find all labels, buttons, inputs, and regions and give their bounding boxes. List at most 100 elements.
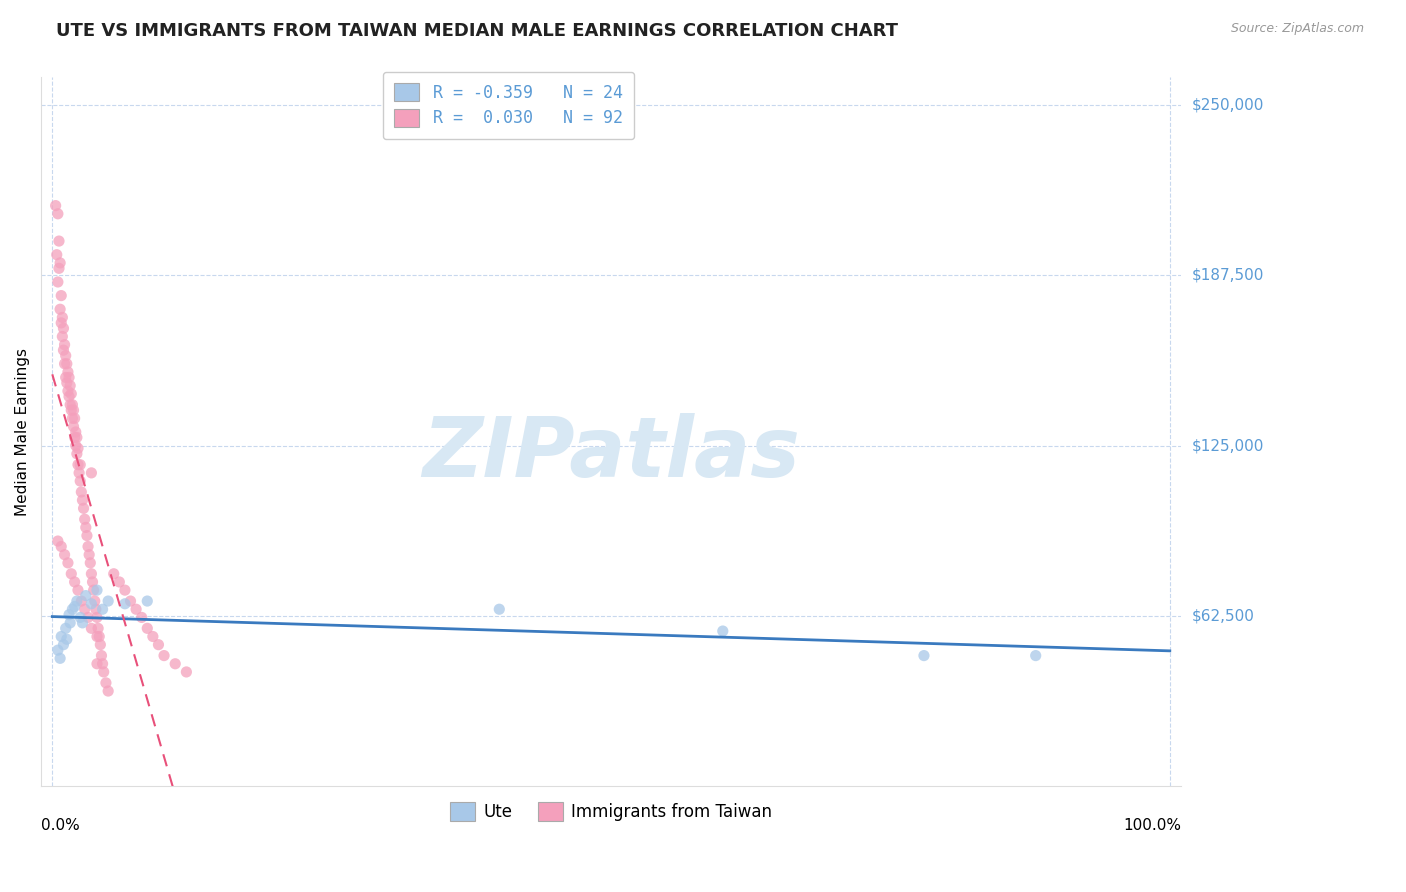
Point <box>1025 648 1047 663</box>
Point <box>70 594 93 608</box>
Point <box>62 419 84 434</box>
Point <box>66 583 89 598</box>
Point <box>51 310 73 325</box>
Point <box>66 430 89 444</box>
Point <box>69 610 91 624</box>
Point <box>89 630 111 644</box>
Point <box>51 316 73 330</box>
Point <box>51 288 73 302</box>
Point <box>49 256 72 270</box>
Point <box>488 602 510 616</box>
Point <box>103 566 125 581</box>
Point <box>80 621 103 635</box>
Text: $125,000: $125,000 <box>1192 438 1264 453</box>
Point <box>56 357 79 371</box>
Point <box>58 607 80 622</box>
Point <box>77 548 100 562</box>
Point <box>56 556 79 570</box>
Point <box>63 430 86 444</box>
Point <box>56 365 79 379</box>
Point <box>67 466 90 480</box>
Point <box>82 574 104 589</box>
Point <box>59 398 82 412</box>
Text: UTE VS IMMIGRANTS FROM TAIWAN MEDIAN MALE EARNINGS CORRELATION CHART: UTE VS IMMIGRANTS FROM TAIWAN MEDIAN MAL… <box>56 22 898 40</box>
Point <box>176 665 198 679</box>
Point <box>55 370 77 384</box>
Point <box>80 466 103 480</box>
Point <box>80 566 103 581</box>
Point <box>97 684 120 698</box>
Point <box>60 398 83 412</box>
Point <box>76 528 98 542</box>
Text: 100.0%: 100.0% <box>1123 818 1181 833</box>
Point <box>51 540 73 554</box>
Point <box>46 534 69 549</box>
Point <box>65 425 87 439</box>
Point <box>46 643 69 657</box>
Point <box>153 648 176 663</box>
Point <box>89 638 111 652</box>
Point <box>55 349 77 363</box>
Point <box>58 370 80 384</box>
Point <box>93 665 115 679</box>
Point <box>114 583 136 598</box>
Point <box>83 583 105 598</box>
Point <box>136 594 159 608</box>
Point <box>62 403 84 417</box>
Point <box>66 442 89 456</box>
Point <box>75 589 97 603</box>
Point <box>49 302 72 317</box>
Point <box>72 615 94 630</box>
Point <box>77 540 100 554</box>
Point <box>48 234 70 248</box>
Point <box>79 556 101 570</box>
Point <box>73 512 96 526</box>
Text: 0.0%: 0.0% <box>41 818 80 833</box>
Legend: Ute, Immigrants from Taiwan: Ute, Immigrants from Taiwan <box>443 796 779 828</box>
Point <box>86 610 108 624</box>
Point <box>91 602 114 616</box>
Point <box>711 624 734 638</box>
Point <box>48 261 70 276</box>
Point <box>83 594 105 608</box>
Point <box>60 403 83 417</box>
Point <box>84 602 107 616</box>
Point <box>56 384 79 398</box>
Point <box>59 615 82 630</box>
Point <box>97 594 120 608</box>
Point <box>53 337 76 351</box>
Point <box>49 651 72 665</box>
Point <box>70 485 93 500</box>
Point <box>51 630 73 644</box>
Point <box>136 621 159 635</box>
Text: ZIPatlas: ZIPatlas <box>422 413 800 494</box>
Point <box>53 548 76 562</box>
Point <box>69 474 91 488</box>
Y-axis label: Median Male Earnings: Median Male Earnings <box>15 348 30 516</box>
Point <box>87 621 110 635</box>
Point <box>90 648 112 663</box>
Point <box>108 574 131 589</box>
Point <box>72 501 94 516</box>
Point <box>912 648 935 663</box>
Point <box>52 638 75 652</box>
Point <box>80 597 103 611</box>
Point <box>131 610 153 624</box>
Point <box>59 378 82 392</box>
Point <box>73 602 96 616</box>
Point <box>51 329 73 343</box>
Point <box>56 632 79 647</box>
Point <box>94 676 117 690</box>
Point <box>120 594 142 608</box>
Point <box>53 357 76 371</box>
Point <box>46 207 69 221</box>
Point <box>63 599 86 614</box>
Point <box>58 390 80 404</box>
Point <box>69 458 91 472</box>
Point <box>55 621 77 635</box>
Point <box>72 493 94 508</box>
Point <box>60 602 83 616</box>
Point <box>60 411 83 425</box>
Point <box>75 520 97 534</box>
Point <box>52 343 75 358</box>
